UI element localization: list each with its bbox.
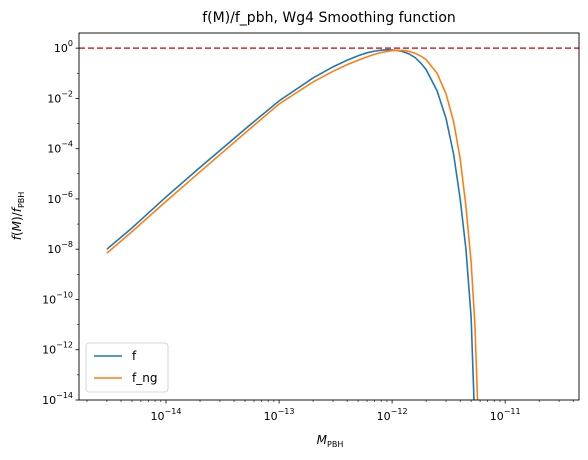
plot-area [79,47,579,400]
x-axis-label: MPBH [317,433,344,449]
series-line-f_ng [106,49,479,400]
plot-frame [78,32,580,401]
y-tick-label: 10−14 [42,391,73,407]
y-tick-label: 10−6 [47,190,73,206]
y-tick-label: 10−2 [47,89,73,105]
y-tick-label: 10−8 [47,240,73,256]
y-tick-label: 10−4 [47,140,73,156]
y-tick-label: 10−12 [42,341,73,357]
legend: f f_ng [85,342,169,393]
y-axis: 10−14 10−12 10−10 10−8 10−6 10−4 10−2 100 [42,39,79,407]
y-axis-label: f(M)/fPBH [10,192,26,241]
x-tick-label: 10−13 [264,407,295,423]
x-tick-label: 10−12 [377,407,408,423]
legend-label-f_ng: f_ng [132,371,157,385]
x-tick-label: 10−11 [490,407,521,423]
legend-label-f: f [132,349,137,363]
series-line-f [106,48,475,400]
y-tick-label: 10−10 [42,290,73,306]
x-axis: 10−14 10−13 10−12 10−11 [86,400,574,423]
x-tick-label: 10−14 [151,407,182,423]
y-tick-label: 100 [54,39,73,55]
chart-title: f(M)/f_pbh, Wg4 Smoothing function [202,10,456,26]
